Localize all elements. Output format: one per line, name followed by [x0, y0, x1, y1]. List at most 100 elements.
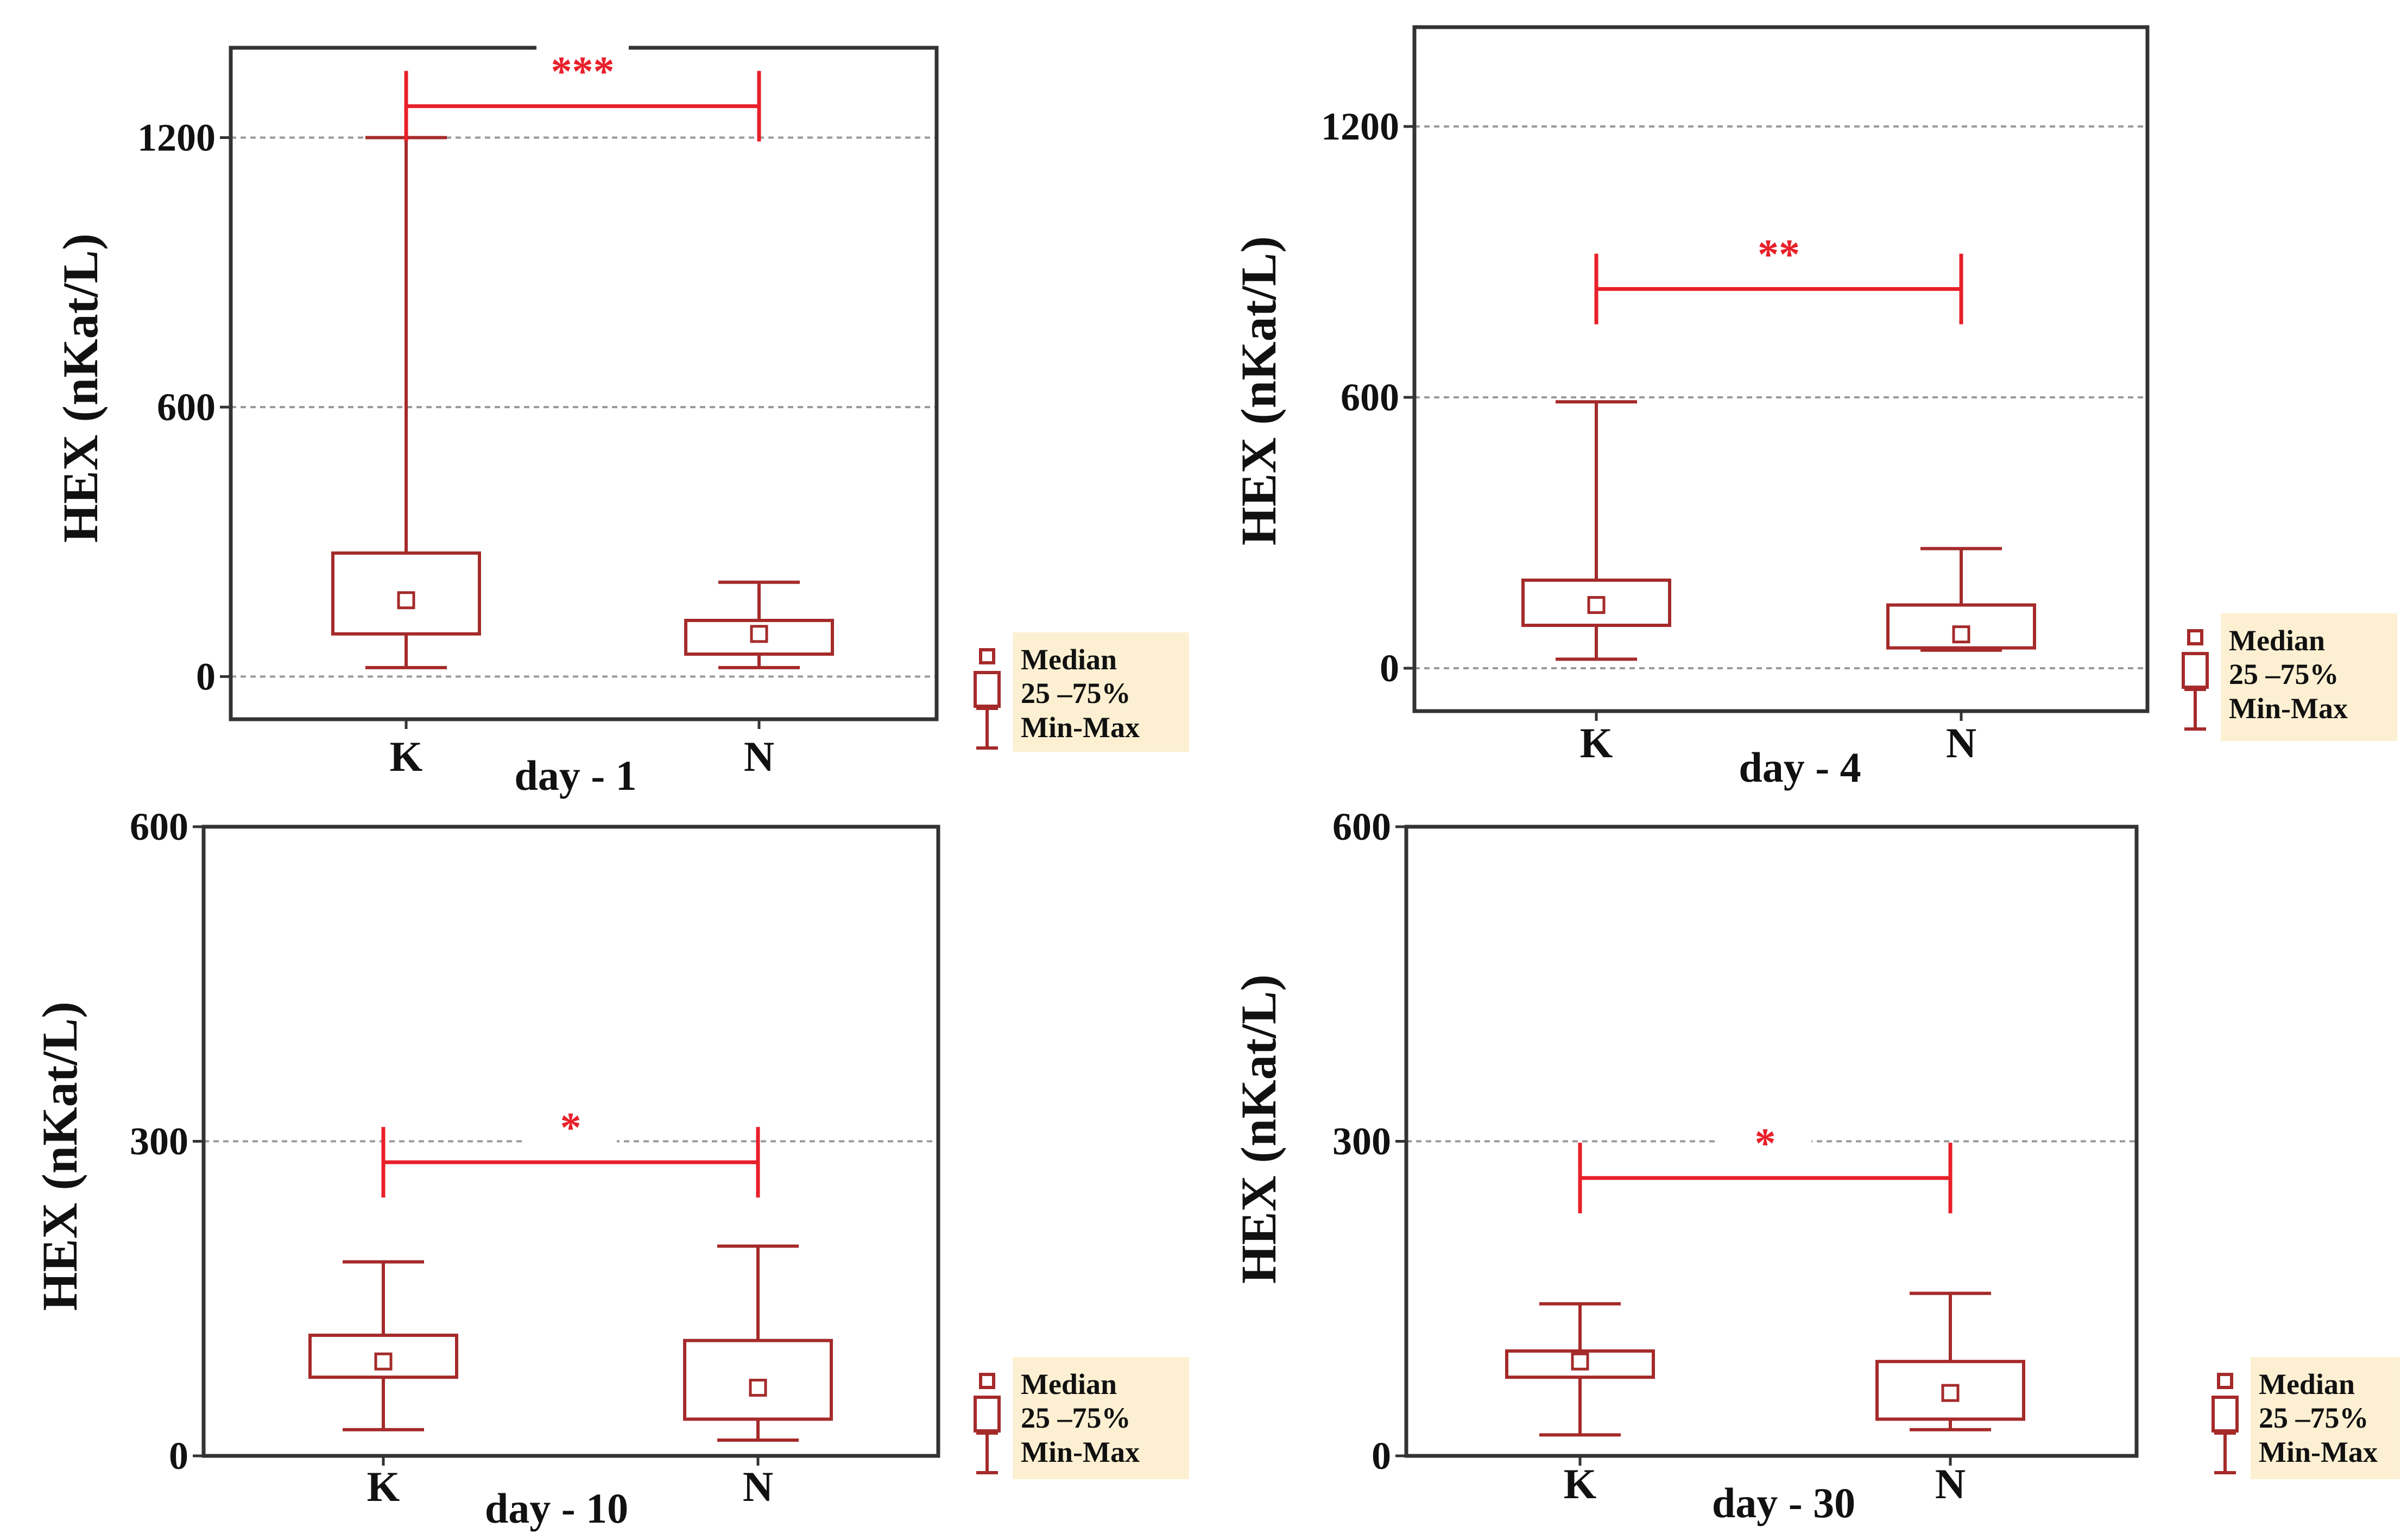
iqr-box-N: [684, 618, 834, 656]
box-N: [683, 1244, 833, 1442]
median-marker-N: [1941, 1384, 1960, 1402]
median-marker-K: [374, 1352, 393, 1371]
y-axis-label-backdrop: [1216, 204, 1319, 562]
significance-bracket: *: [381, 1100, 760, 1198]
median-marker-K: [1587, 596, 1606, 614]
legend-median-icon: [2217, 1373, 2233, 1389]
legend-box-icon: [2212, 1396, 2239, 1433]
y-axis-label: HEX (nKat/L): [32, 1002, 87, 1311]
legend-background: [1013, 632, 1189, 752]
x-tick-label-N: N: [744, 733, 774, 780]
y-axis-label: HEX (nKat/L): [1231, 236, 1286, 546]
iqr-box-K: [308, 1333, 458, 1379]
y-tick-label-300: 300: [130, 1120, 188, 1163]
legend-entry-0: Median: [1021, 643, 1117, 676]
y-tick-label-0: 0: [1372, 1434, 1391, 1478]
legend-background: [2251, 1357, 2400, 1479]
iqr-box-K: [1521, 578, 1671, 627]
y-tick-label-600: 600: [1332, 805, 1391, 848]
iqr-box-N: [1886, 603, 2036, 650]
y-tick-label-1200: 1200: [1321, 105, 1399, 148]
y-axis-label: HEX (nKat/L): [1231, 974, 1286, 1284]
y-axis-label-backdrop: [1216, 955, 1303, 1303]
iqr-box-N: [1875, 1360, 2025, 1421]
box-K: [308, 1260, 458, 1431]
legend-entry-1: 25 –75%: [2259, 1402, 2369, 1434]
legend-median-icon: [2187, 629, 2203, 645]
panel-day-1: HEX (nKat/L) 0 600 1200 K N *** day - 1 Median25…: [41, 43, 1189, 799]
legend-entry-2: Min-Max: [1021, 711, 1140, 744]
legend-median-icon: [979, 648, 995, 664]
legend-entry-1: 25 –75%: [2229, 658, 2339, 690]
significance-label-backdrop: [1733, 226, 1825, 270]
y-tick-label-0: 0: [169, 1434, 188, 1478]
box-N: [1875, 1291, 2025, 1431]
legend-background: [2221, 613, 2397, 741]
significance-label: ***: [551, 48, 615, 95]
iqr-box-K: [1505, 1349, 1655, 1379]
y-tick-label-300: 300: [1332, 1120, 1391, 1163]
significance-label: **: [1758, 230, 1800, 277]
y-tick-label-1200: 1200: [137, 116, 216, 159]
x-tick-label-K: K: [390, 733, 423, 780]
legend-entry-2: Min-Max: [1021, 1436, 1140, 1468]
y-tick-label-0: 0: [196, 655, 216, 698]
significance-label-backdrop: [525, 1100, 617, 1144]
panel-title: day - 4: [1739, 744, 1861, 791]
legend-box-icon: [974, 1396, 1001, 1433]
panel-title: day - 10: [485, 1485, 628, 1532]
significance-bracket: **: [1594, 226, 1963, 325]
significance-bracket: *: [1578, 1116, 1953, 1214]
significance-label-backdrop: [536, 43, 629, 87]
significance-bracket: ***: [404, 43, 761, 142]
y-tick-label-600: 600: [1341, 376, 1399, 419]
median-marker-N: [749, 1378, 767, 1397]
significance-label: *: [1755, 1119, 1776, 1167]
x-tick-label-K: K: [1580, 719, 1613, 766]
legend-box-icon: [974, 671, 1001, 708]
plot-frame: [229, 46, 939, 721]
y-axis-label-backdrop: [22, 983, 109, 1330]
iqr-box-K: [331, 551, 481, 636]
significance-label-backdrop: [1719, 1116, 1811, 1159]
legend-entry-0: Median: [2229, 624, 2325, 657]
box-K: [1521, 400, 1671, 661]
y-axis-label-backdrop: [41, 206, 144, 559]
legend-entry-2: Min-Max: [2259, 1436, 2378, 1468]
x-tick-label-K: K: [367, 1463, 400, 1510]
legend-entry-0: Median: [2259, 1368, 2355, 1400]
panel-title: day - 1: [514, 752, 636, 799]
y-tick-label-600: 600: [157, 385, 216, 429]
plot-frame: [1412, 25, 2150, 713]
x-tick-label-N: N: [1946, 719, 1976, 766]
y-tick-label-600: 600: [130, 805, 188, 848]
panel-day-4: HEX (nKat/L) 0 600 1200 K N ** day - 4 Median25 …: [1216, 25, 2397, 791]
x-tick-label-N: N: [1935, 1460, 1966, 1507]
median-marker-K: [397, 591, 415, 610]
legend-box-icon: [2182, 652, 2209, 689]
box-K: [1505, 1302, 1655, 1437]
iqr-box-N: [683, 1339, 833, 1421]
legend-entry-1: 25 –75%: [1021, 1402, 1131, 1434]
y-axis-label: HEX (nKat/L): [53, 233, 108, 543]
legend-entry-2: Min-Max: [2229, 692, 2348, 725]
median-marker-N: [750, 625, 768, 643]
box-N: [1886, 547, 2036, 652]
significance-label: *: [560, 1104, 582, 1151]
x-tick-label-K: K: [1564, 1460, 1597, 1507]
legend-median-icon: [979, 1373, 995, 1389]
y-tick-label-0: 0: [1380, 647, 1399, 690]
legend-entry-1: 25 –75%: [1021, 677, 1131, 709]
median-marker-N: [1952, 625, 1970, 644]
box-K: [331, 136, 481, 669]
panel-title: day - 30: [1712, 1479, 1855, 1526]
legend-background: [1013, 1357, 1189, 1479]
box-N: [684, 580, 834, 669]
